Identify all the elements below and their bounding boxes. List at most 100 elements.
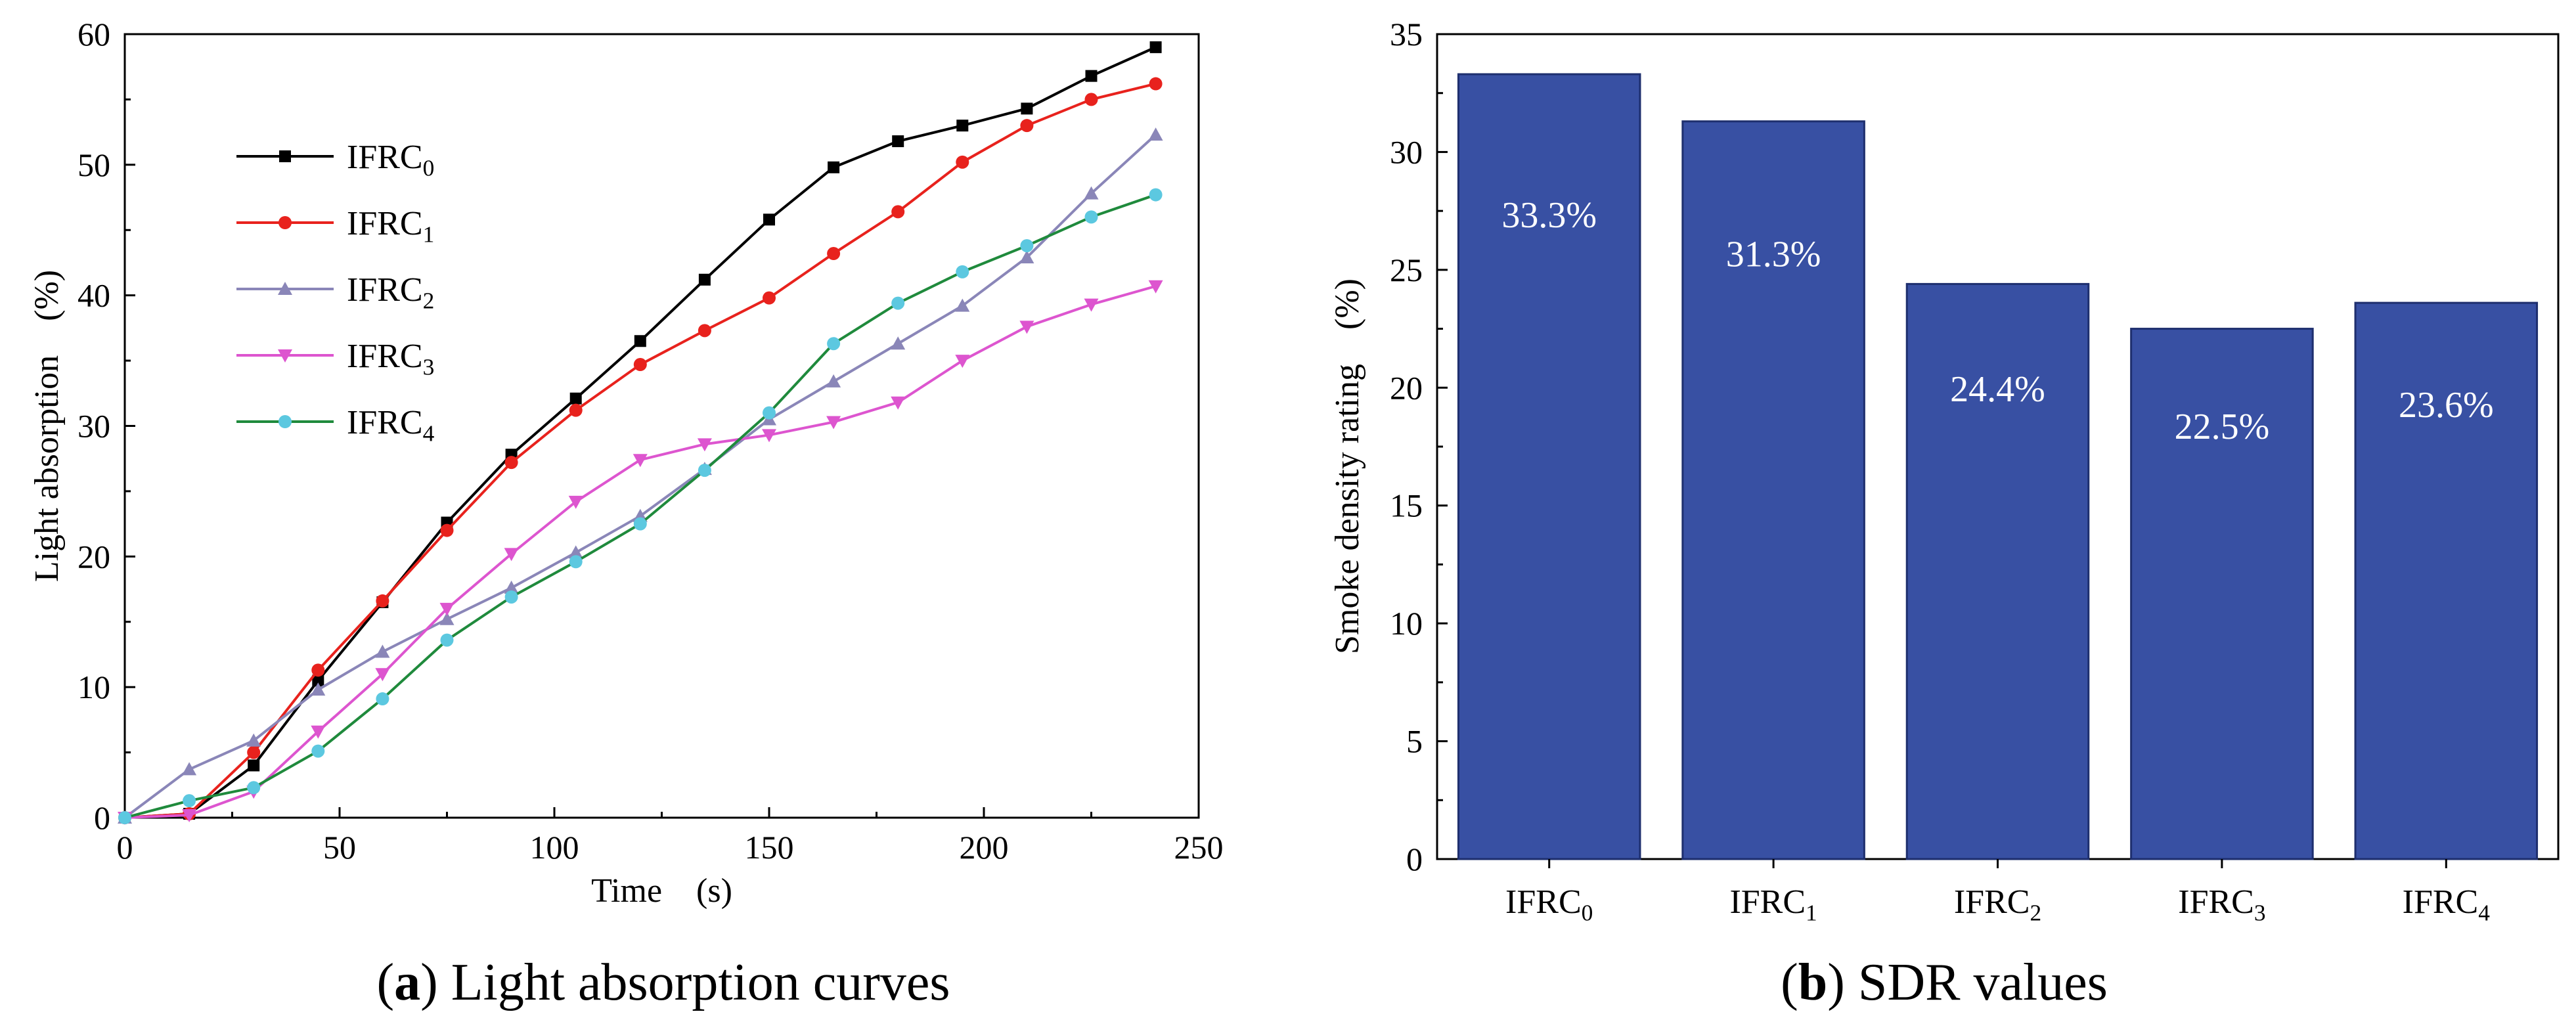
data-point-ifrc1	[1149, 77, 1163, 91]
data-point-ifrc3	[1019, 321, 1034, 334]
data-point-ifrc2	[1084, 186, 1099, 200]
x-tick-label-a: 50	[323, 829, 356, 866]
data-point-ifrc2	[955, 298, 970, 312]
data-point-ifrc4	[569, 555, 583, 569]
data-point-ifrc4	[698, 464, 711, 477]
data-point-ifrc0	[569, 392, 582, 405]
data-point-ifrc4	[118, 811, 131, 824]
x-tick-label-a: 0	[117, 829, 133, 866]
data-point-ifrc2	[568, 545, 583, 559]
y-tick-label-b: 25	[1390, 252, 1423, 288]
y-tick-label-a: 30	[78, 408, 110, 445]
data-point-ifrc4	[1149, 188, 1163, 202]
data-point-ifrc1	[891, 205, 905, 219]
x-tick-label-ifrc3: IFRC3	[2178, 883, 2265, 925]
data-point-ifrc2	[1148, 127, 1163, 141]
bar-ifrc4	[2354, 301, 2539, 860]
data-point-ifrc1	[440, 523, 454, 537]
x-tick-label-ifrc1: IFRC1	[1729, 883, 1817, 925]
data-point-ifrc2	[182, 762, 197, 776]
bar-ifrc1	[1681, 120, 1865, 860]
data-point-ifrc3	[439, 602, 455, 616]
caption-a: (a) Light absorption curves	[376, 954, 950, 1011]
y-tick-label-b: 35	[1390, 16, 1423, 53]
data-label-ifrc0: 33.3%	[1501, 195, 1597, 236]
data-point-ifrc3	[311, 725, 326, 739]
data-point-ifrc4	[1084, 210, 1098, 224]
data-point-ifrc1	[247, 745, 261, 759]
caption-b-letter: b	[1798, 954, 1828, 1011]
data-point-ifrc3	[1148, 280, 1163, 294]
data-point-ifrc4	[183, 794, 196, 808]
legend-entry-ifrc3: IFRC3	[236, 338, 434, 380]
legend-label-ifrc2: IFRC2	[347, 271, 434, 313]
data-point-ifrc0	[248, 759, 260, 772]
data-point-ifrc3	[826, 416, 841, 430]
data-point-ifrc3	[762, 429, 776, 443]
data-point-ifrc4	[247, 781, 261, 795]
panel-a-line-chart: 0 50 100 150 200 250 0 10 20 30 40 50 60 Time (s) Ligh…	[28, 16, 1224, 910]
data-point-ifrc1	[698, 324, 711, 338]
y-tick-label-a: 10	[78, 669, 110, 705]
x-tick-label-ifrc4: IFRC4	[2403, 883, 2491, 925]
legend-entry-ifrc4: IFRC4	[236, 404, 435, 446]
y-axis-label-b: Smoke density rating (%)	[1329, 278, 1366, 654]
y-tick-label-b: 5	[1406, 723, 1423, 760]
data-label-ifrc4: 23.6%	[2399, 385, 2494, 426]
data-label-ifrc2: 24.4%	[1950, 369, 2045, 410]
bar-ifrc2	[1905, 282, 2090, 860]
data-point-ifrc1	[1084, 93, 1098, 106]
data-point-ifrc3	[568, 495, 583, 509]
caption-a-letter: a	[394, 954, 420, 1011]
data-point-ifrc3	[375, 668, 390, 682]
data-label-ifrc1: 31.3%	[1726, 234, 1821, 275]
data-point-ifrc1	[763, 291, 776, 305]
x-tick-label-a: 250	[1174, 829, 1224, 866]
legend-entry-ifrc0: IFRC0	[236, 139, 434, 181]
caption-a-text: Light absorption curves	[451, 954, 950, 1011]
data-point-ifrc3	[955, 355, 970, 368]
data-point-ifrc1	[633, 358, 647, 372]
data-point-ifrc0	[1149, 41, 1162, 53]
x-tick-label-ifrc0: IFRC0	[1505, 883, 1593, 925]
series-line-ifrc2	[123, 133, 1157, 819]
data-point-ifrc2	[311, 682, 326, 696]
data-label-ifrc3: 22.5%	[2175, 407, 2270, 447]
data-point-ifrc1	[1020, 119, 1034, 133]
x-tick-label-a: 100	[530, 829, 579, 866]
y-tick-label-a: 20	[78, 538, 110, 575]
legend-marker	[278, 415, 292, 428]
series-ifrc4	[118, 188, 1163, 824]
data-point-ifrc1	[569, 403, 583, 417]
data-point-ifrc2	[439, 611, 455, 625]
y-tick-label-a: 60	[78, 16, 110, 53]
data-point-ifrc2	[891, 336, 906, 350]
legend-marker	[278, 282, 292, 295]
series-ifrc2	[118, 127, 1163, 824]
legend-entry-ifrc2: IFRC2	[236, 271, 434, 313]
data-point-ifrc4	[440, 633, 454, 647]
data-point-ifrc4	[763, 406, 776, 420]
data-point-ifrc4	[504, 590, 518, 604]
series-ifrc0	[119, 41, 1162, 824]
legend-marker	[278, 216, 292, 229]
y-tick-label-b: 15	[1390, 487, 1423, 524]
data-point-ifrc4	[891, 296, 905, 310]
data-point-ifrc2	[375, 644, 390, 658]
caption-b-text: SDR values	[1858, 954, 2108, 1011]
data-point-ifrc4	[827, 337, 841, 351]
x-axis-label-a: Time (s)	[591, 872, 732, 910]
y-tick-label-b: 30	[1390, 133, 1423, 170]
bar-ifrc3	[2130, 328, 2314, 860]
y-tick-label-a: 50	[78, 146, 110, 183]
data-point-ifrc0	[763, 213, 775, 226]
legend-label-ifrc1: IFRC1	[347, 205, 434, 247]
y-tick-label-b: 0	[1406, 841, 1423, 877]
data-point-ifrc1	[376, 594, 389, 608]
data-point-ifrc1	[956, 155, 969, 169]
series-ifrc1	[118, 77, 1163, 824]
legend-marker	[278, 349, 292, 363]
legend-marker	[279, 150, 291, 162]
data-point-ifrc0	[634, 335, 646, 347]
